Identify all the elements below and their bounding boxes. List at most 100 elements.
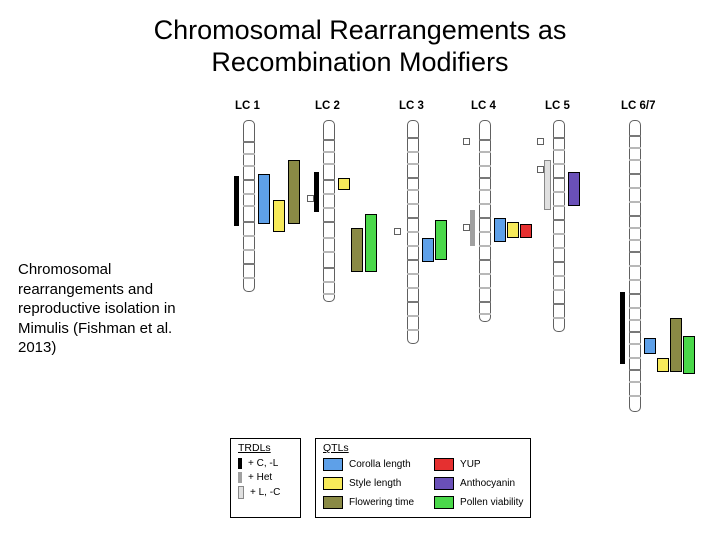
chromosome-band <box>629 147 641 149</box>
chromosome-band <box>243 263 255 265</box>
chromosome-body <box>243 120 255 292</box>
legend-swatch <box>323 477 343 490</box>
chromosome-body <box>553 120 565 332</box>
chromosome-band <box>479 139 491 141</box>
legend-row: Flowering time <box>323 496 414 509</box>
qtl-box <box>338 178 350 190</box>
chromosome-band <box>243 221 255 223</box>
chromosome-band <box>479 217 491 219</box>
trdl-bar <box>314 172 319 212</box>
chromosome-band <box>407 163 419 165</box>
chromosome-band <box>629 343 641 345</box>
qtl-box <box>258 174 270 224</box>
chromosome-band <box>407 151 419 153</box>
chromosome-band <box>407 177 419 179</box>
qtl-box <box>273 200 285 232</box>
chromosome-band <box>323 281 335 283</box>
chromosome-band <box>629 159 641 161</box>
chromosome-band <box>243 249 255 251</box>
trdl-bar <box>544 160 551 210</box>
chromosome-body <box>323 120 335 302</box>
legend-label: Pollen viability <box>460 497 523 508</box>
chromosome-band <box>407 217 419 219</box>
chromosome-label: LC 5 <box>545 100 570 112</box>
trdl-bar <box>620 292 625 364</box>
legend-swatch <box>434 477 454 490</box>
chromosome-band <box>479 313 491 315</box>
chromosome-band <box>323 251 335 253</box>
qtl-box <box>644 338 656 354</box>
chromosome-band <box>407 231 419 233</box>
chromosome-band <box>479 287 491 289</box>
chromosome-band <box>323 151 335 153</box>
legend-label: Style length <box>349 478 401 489</box>
qtl-box <box>288 160 300 224</box>
chromosome-label: LC 2 <box>315 100 340 112</box>
locator-mark <box>307 195 314 202</box>
legend-qtl: QTLs Corolla lengthYUPStyle lengthAnthoc… <box>315 438 531 518</box>
chromosome-band <box>629 251 641 253</box>
chromosome-band <box>629 319 641 321</box>
chromosome-band <box>407 329 419 331</box>
chromosome-label: LC 4 <box>471 100 496 112</box>
chromosome-band <box>553 177 565 179</box>
chromosome-band <box>629 187 641 189</box>
chromosome-label: LC 1 <box>235 100 260 112</box>
chromosome-band <box>407 315 419 317</box>
page-title: Chromosomal Rearrangements as Recombinat… <box>70 0 650 79</box>
legend-row: + L, -C <box>238 486 293 499</box>
chromosome-band <box>407 189 419 191</box>
qtl-box <box>351 228 363 272</box>
legend-swatch <box>323 496 343 509</box>
chromosome-band <box>629 395 641 397</box>
chromosome-band <box>553 317 565 319</box>
chromosome-band <box>553 303 565 305</box>
chromosome-band <box>243 165 255 167</box>
title-line-2: Recombination Modifiers <box>211 47 508 77</box>
chromosome-band <box>553 149 565 151</box>
legend-swatch <box>434 458 454 471</box>
qtl-box <box>568 172 580 206</box>
legend-label: Flowering time <box>349 497 414 508</box>
chromosome-band <box>553 219 565 221</box>
chromosome-body <box>629 120 641 412</box>
qtl-box <box>657 358 669 372</box>
chromosome-band <box>323 163 335 165</box>
chromosome-band <box>629 381 641 383</box>
legend-row: YUP <box>434 458 523 471</box>
chromosome-band <box>407 203 419 205</box>
locator-mark <box>537 138 544 145</box>
chromosome-band <box>553 205 565 207</box>
chromosome-band <box>407 287 419 289</box>
chromosome-band <box>479 301 491 303</box>
chromosome-band <box>479 245 491 247</box>
legend-label: Corolla length <box>349 459 411 470</box>
chromosome-band <box>323 179 335 181</box>
chromosome-band <box>323 237 335 239</box>
chromosome-band <box>479 231 491 233</box>
chromosome-band <box>407 137 419 139</box>
chromosome-band <box>629 357 641 359</box>
chromosome-band <box>323 139 335 141</box>
chromosome-band <box>629 173 641 175</box>
qtl-box <box>670 318 682 372</box>
chromosome-band <box>323 293 335 295</box>
chromosome-band <box>553 233 565 235</box>
locator-mark <box>537 166 544 173</box>
legend-swatch <box>323 458 343 471</box>
qtl-box <box>422 238 434 262</box>
chromosome-band <box>629 215 641 217</box>
chromosome-diagram: LC 1LC 2LC 3LC 4LC 5LC 6/7 <box>225 100 705 420</box>
chromosome-band <box>629 135 641 137</box>
chromosome-band <box>323 221 335 223</box>
figure-caption: Chromosomal rearrangements and reproduct… <box>18 260 213 358</box>
legend-swatch <box>238 486 244 499</box>
chromosome-band <box>243 153 255 155</box>
chromosome-band <box>243 205 255 207</box>
legend-swatch <box>238 458 242 469</box>
chromosome-band <box>407 259 419 261</box>
locator-mark <box>463 224 470 231</box>
qtl-box <box>507 222 519 238</box>
chromosome-band <box>553 275 565 277</box>
chromosome-band <box>629 293 641 295</box>
